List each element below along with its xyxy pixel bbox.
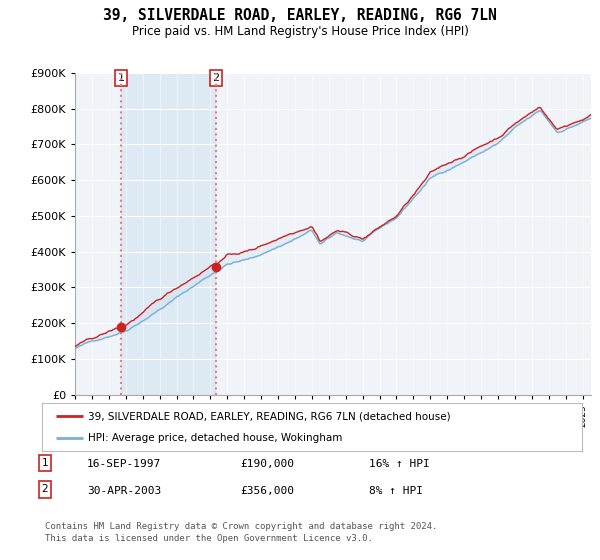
Text: 8% ↑ HPI: 8% ↑ HPI xyxy=(369,486,423,496)
Text: 1: 1 xyxy=(41,458,49,468)
Text: Contains HM Land Registry data © Crown copyright and database right 2024.
This d: Contains HM Land Registry data © Crown c… xyxy=(45,522,437,543)
Text: £190,000: £190,000 xyxy=(240,459,294,469)
Text: 39, SILVERDALE ROAD, EARLEY, READING, RG6 7LN: 39, SILVERDALE ROAD, EARLEY, READING, RG… xyxy=(103,8,497,24)
Text: HPI: Average price, detached house, Wokingham: HPI: Average price, detached house, Woki… xyxy=(88,433,342,443)
Text: 1: 1 xyxy=(118,73,124,83)
Text: Price paid vs. HM Land Registry's House Price Index (HPI): Price paid vs. HM Land Registry's House … xyxy=(131,25,469,38)
Text: 30-APR-2003: 30-APR-2003 xyxy=(87,486,161,496)
Text: 16-SEP-1997: 16-SEP-1997 xyxy=(87,459,161,469)
Text: 39, SILVERDALE ROAD, EARLEY, READING, RG6 7LN (detached house): 39, SILVERDALE ROAD, EARLEY, READING, RG… xyxy=(88,411,451,421)
Text: 2: 2 xyxy=(212,73,220,83)
Text: £356,000: £356,000 xyxy=(240,486,294,496)
Text: 2: 2 xyxy=(41,484,49,494)
Text: 16% ↑ HPI: 16% ↑ HPI xyxy=(369,459,430,469)
